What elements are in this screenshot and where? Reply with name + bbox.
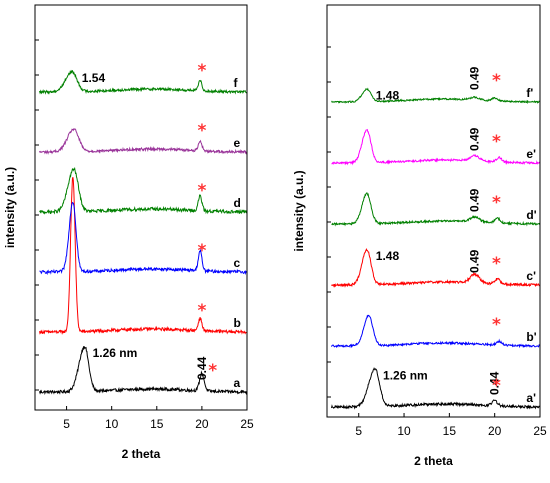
- impurity-marker: *: [492, 376, 501, 396]
- peak-annotation: 0.49: [468, 66, 482, 90]
- x-tick-label: 5: [63, 417, 70, 431]
- peak-annotation: 0.49: [468, 249, 482, 273]
- trace-label-fprime: f': [526, 86, 533, 100]
- peak-annotation: 1.26 nm: [93, 346, 138, 360]
- trace-label-aprime: a': [526, 391, 536, 405]
- x-tick-label: 10: [397, 424, 411, 438]
- x-tick-label: 15: [443, 424, 457, 438]
- x-tick-label: 10: [105, 417, 119, 431]
- trace-aprime: [331, 367, 540, 410]
- peak-annotation: 0.49: [468, 188, 482, 212]
- trace-d: [39, 166, 247, 215]
- peak-annotation: 0.44: [488, 371, 502, 395]
- trace-label-a: a: [233, 376, 240, 390]
- impurity-marker: *: [197, 241, 206, 261]
- peak-annotation: 1.48: [376, 89, 400, 103]
- impurity-marker: *: [492, 71, 501, 91]
- trace-label-d: d: [233, 196, 240, 210]
- trace-label-dprime: d': [526, 208, 536, 222]
- trace-label-f: f: [233, 76, 238, 90]
- trace-label-b: b: [233, 316, 240, 330]
- trace-bprime: [331, 314, 540, 349]
- trace-label-c: c: [233, 256, 240, 270]
- trace-label-bprime: b': [526, 330, 536, 344]
- trace-label-cprime: c': [526, 269, 536, 283]
- impurity-marker: *: [197, 121, 206, 141]
- peak-annotation: 0.44: [195, 356, 209, 380]
- impurity-marker: *: [197, 181, 206, 201]
- trace-cprime: [331, 248, 540, 288]
- impurity-marker: *: [197, 61, 206, 81]
- impurity-marker: *: [492, 315, 501, 335]
- peak-annotation: 1.26 nm: [383, 369, 428, 383]
- x-axis-label: 2 theta: [122, 447, 161, 461]
- trace-f: [39, 69, 247, 95]
- x-tick-label: 20: [488, 424, 502, 438]
- trace-c: [39, 201, 247, 276]
- trace-b: [39, 177, 247, 335]
- peak-annotation: 1.48: [376, 249, 400, 263]
- x-tick-label: 20: [195, 417, 209, 431]
- trace-a: [39, 346, 247, 395]
- plot-frame: [326, 4, 541, 418]
- trace-eprime: [331, 128, 540, 166]
- trace-fprime: [331, 87, 540, 105]
- y-axis-label: intensity (a.u.): [3, 167, 17, 248]
- impurity-marker: *: [492, 254, 501, 274]
- trace-label-eprime: e': [526, 147, 536, 161]
- x-tick-label: 25: [533, 424, 547, 438]
- left-xrd-panel: a b c d e f 5 10 15 20 25 2 theta intensity (a.u.) 1.…: [3, 4, 254, 461]
- plot-frame: [34, 4, 248, 411]
- trace-dprime: [331, 192, 540, 227]
- x-tick-label: 25: [240, 417, 254, 431]
- trace-label-e: e: [233, 136, 240, 150]
- x-tick-label: 5: [355, 424, 362, 438]
- y-axis-label: intensity (a.u.): [292, 170, 306, 251]
- right-xrd-panel: a' b' c' d' e' f' 5 10 15 20 25 2 theta intensity (a…: [292, 4, 547, 468]
- peak-annotation: 0.49: [468, 127, 482, 151]
- trace-e: [39, 128, 247, 155]
- x-axis-label: 2 theta: [414, 454, 453, 468]
- impurity-marker: *: [208, 361, 217, 381]
- impurity-marker: *: [492, 193, 501, 213]
- x-tick-label: 15: [150, 417, 164, 431]
- peak-annotation: 1.54: [82, 71, 106, 85]
- impurity-marker: *: [197, 301, 206, 321]
- impurity-marker: *: [492, 132, 501, 152]
